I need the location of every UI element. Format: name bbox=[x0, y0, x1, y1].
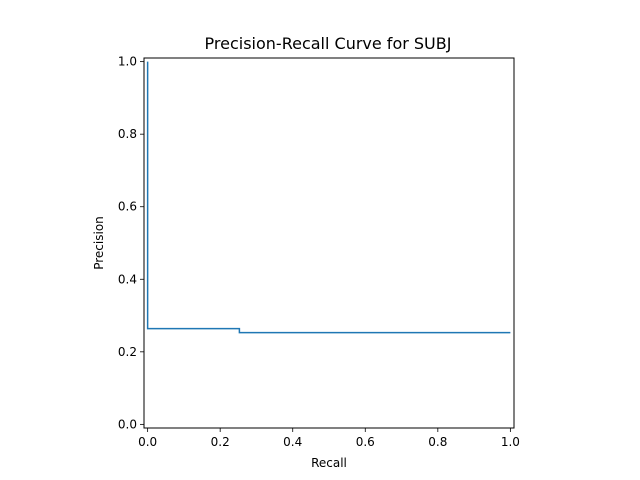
x-axis-label: Recall bbox=[311, 456, 347, 470]
precision-recall-line bbox=[146, 61, 511, 334]
y-axis-label: Precision bbox=[92, 216, 106, 270]
y-tick-label: 0.0 bbox=[118, 417, 137, 431]
x-tick-label: 1.0 bbox=[501, 435, 520, 449]
x-tick-label: 0.2 bbox=[211, 435, 230, 449]
series-layer bbox=[146, 61, 511, 334]
y-tick-label: 0.8 bbox=[118, 127, 137, 141]
chart-title: Precision-Recall Curve for SUBJ bbox=[205, 34, 452, 53]
x-tick-label: 0.4 bbox=[283, 435, 302, 449]
axes-frame bbox=[143, 57, 515, 429]
y-tick-label: 0.6 bbox=[118, 200, 137, 214]
x-axis-ticks: 0.0 0.2 0.4 0.6 0.8 1.0 bbox=[138, 428, 520, 449]
y-tick-label: 1.0 bbox=[118, 55, 137, 69]
y-axis-ticks: 0.0 0.2 0.4 0.6 0.8 1.0 bbox=[118, 55, 144, 431]
x-tick-label: 0.6 bbox=[356, 435, 375, 449]
y-tick-label: 0.4 bbox=[118, 272, 137, 286]
y-tick-label: 0.2 bbox=[118, 345, 137, 359]
x-tick-label: 0.0 bbox=[138, 435, 157, 449]
x-tick-label: 0.8 bbox=[428, 435, 447, 449]
